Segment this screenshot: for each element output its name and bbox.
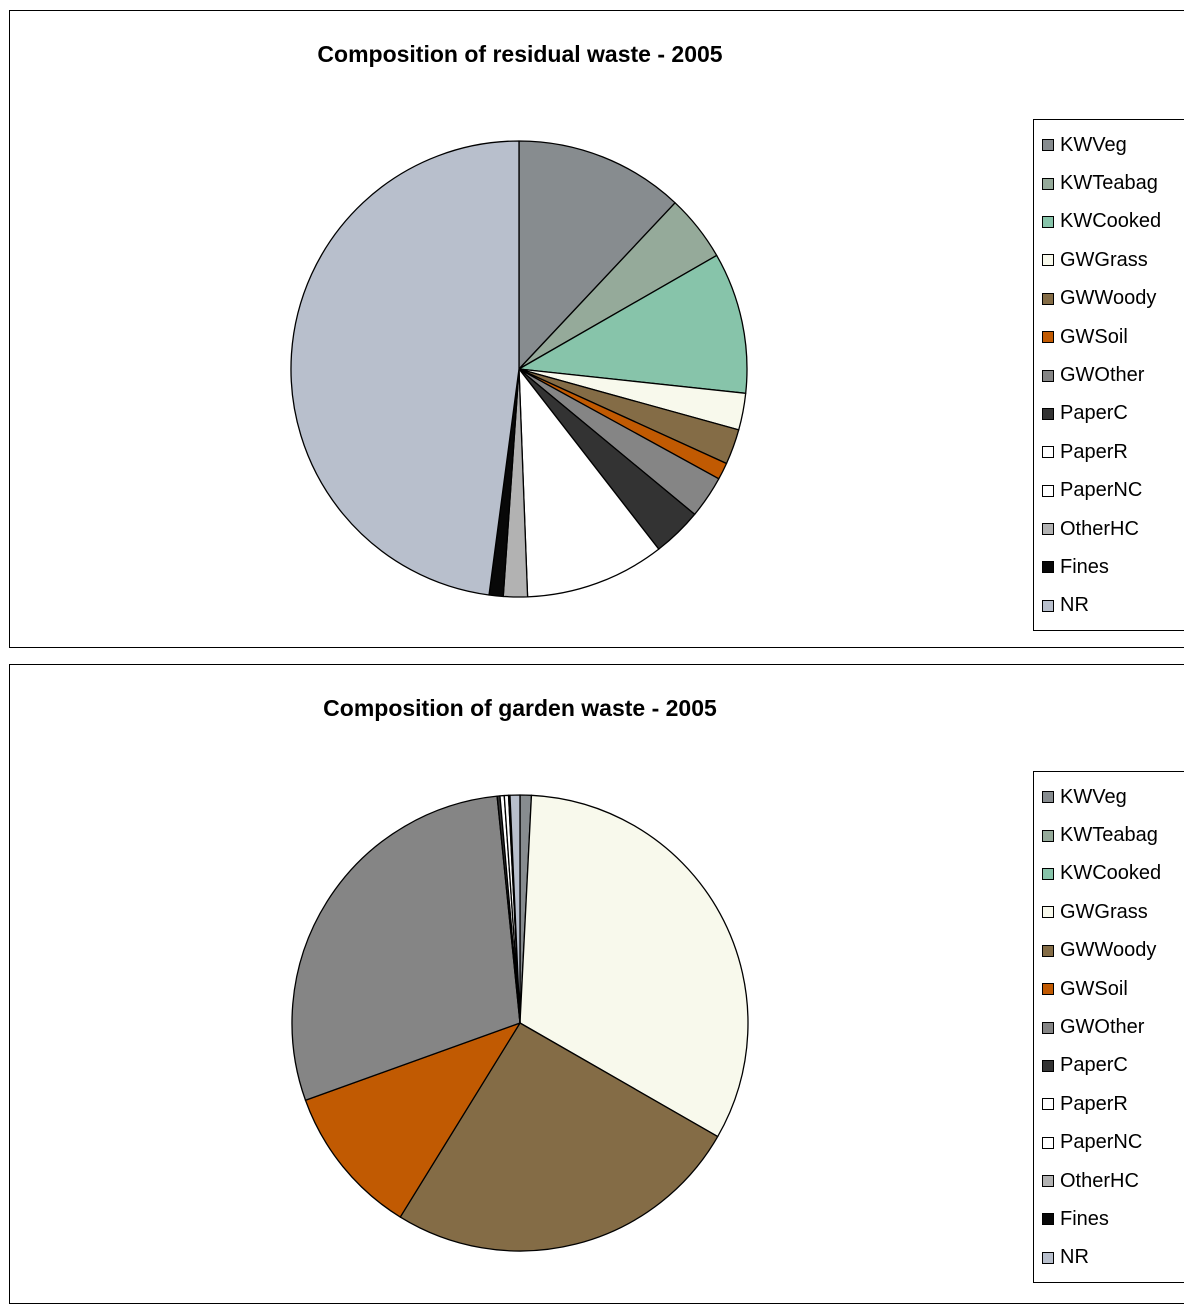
legend-item-fines: Fines [1042,1200,1184,1238]
legend-swatch [1042,1213,1054,1226]
legend-swatch [1042,369,1054,382]
pie-slice-kwcooked [518,254,748,394]
legend-label: NR [1060,594,1089,617]
legend-item-kwcooked: KWCooked [1042,855,1184,893]
legend-item-kwcooked: KWCooked [1042,203,1184,241]
legend-swatch [1042,215,1054,228]
pie-slice-gwwoody [399,1022,719,1252]
legend-label: KWVeg [1060,785,1127,808]
legend-item-gwother: GWOther [1042,1008,1184,1046]
legend-swatch [1042,829,1054,842]
legend-swatch [1042,983,1054,996]
legend-label: KWTeabag [1060,172,1158,195]
legend-label: GWOther [1060,1016,1145,1039]
legend-swatch [1042,139,1054,152]
legend-label: GWSoil [1060,977,1128,1000]
legend-item-nr: NR [1042,1239,1184,1277]
legend-item-gwwoody: GWWoody [1042,280,1184,318]
legend-item-gwsoil: GWSoil [1042,970,1184,1008]
legend-item-nr: NR [1042,587,1184,625]
legend-item-gwsoil: GWSoil [1042,318,1184,356]
legend-swatch [1042,1098,1054,1111]
pie-slice-gwsoil [304,1022,521,1218]
legend-swatch [1042,1136,1054,1149]
chart-legend: KWVeg KWTeabag KWCooked GWGrass GWWoody GWSoi… [1033,119,1184,631]
legend-swatch [1042,1021,1054,1034]
legend-swatch [1042,599,1054,612]
chart-legend: KWVeg KWTeabag KWCooked GWGrass GWWoody GWSoi… [1033,771,1184,1283]
legend-swatch [1042,523,1054,536]
pie-slice-gwgrass [519,794,749,1138]
legend-label: GWWoody [1060,939,1157,962]
legend-item-paperr: PaperR [1042,1085,1184,1123]
legend-item-otherhc: OtherHC [1042,510,1184,548]
legend-item-papernc: PaperNC [1042,472,1184,510]
legend-label: PaperC [1060,402,1128,425]
legend-label: KWTeabag [1060,824,1158,847]
legend-item-paperr: PaperR [1042,433,1184,471]
legend-label: GWOther [1060,364,1145,387]
legend-label: GWGrass [1060,248,1148,271]
legend-label: PaperR [1060,1092,1128,1115]
legend-label: Fines [1060,1207,1109,1230]
legend-swatch [1042,254,1054,267]
legend-item-paperc: PaperC [1042,395,1184,433]
pie-chart [291,794,749,1252]
chart-garden-waste: Composition of garden waste - 2005 KWVeg… [9,664,1184,1304]
chart-title: Composition of residual waste - 2005 [317,41,723,67]
legend-swatch [1042,906,1054,919]
legend-label: PaperR [1060,440,1128,463]
legend-label: OtherHC [1060,1169,1139,1192]
legend-item-kwveg: KWVeg [1042,126,1184,164]
pie-slice-gwother [291,795,521,1101]
legend-item-paperc: PaperC [1042,1047,1184,1085]
legend-item-kwteabag: KWTeabag [1042,816,1184,854]
legend-swatch [1042,177,1054,190]
legend-label: NR [1060,1246,1089,1269]
legend-swatch [1042,331,1054,344]
legend-label: GWWoody [1060,287,1157,310]
legend-swatch [1042,292,1054,305]
chart-title: Composition of garden waste - 2005 [323,695,717,721]
legend-label: GWSoil [1060,325,1128,348]
legend-item-gwgrass: GWGrass [1042,241,1184,279]
legend-swatch [1042,1059,1054,1072]
legend-swatch [1042,446,1054,459]
legend-label: KWCooked [1060,862,1162,885]
legend-swatch [1042,1251,1054,1264]
chart-residual-waste: Composition of residual waste - 2005 KWV… [9,10,1184,648]
legend-item-kwteabag: KWTeabag [1042,164,1184,202]
legend-item-kwveg: KWVeg [1042,778,1184,816]
pie-slice-kwveg [518,140,676,370]
legend-label: PaperNC [1060,479,1143,502]
legend-item-gwwoody: GWWoody [1042,932,1184,970]
legend-item-fines: Fines [1042,548,1184,586]
legend-label: GWGrass [1060,900,1148,923]
legend-swatch [1042,944,1054,957]
pie-slice-nr [509,794,521,1024]
legend-swatch [1042,1175,1054,1188]
legend-swatch [1042,791,1054,804]
legend-swatch [1042,484,1054,497]
legend-label: PaperC [1060,1054,1128,1077]
legend-label: KWCooked [1060,210,1162,233]
legend-swatch [1042,407,1054,420]
pie-chart [290,140,748,598]
legend-swatch [1042,867,1054,880]
pie-slice-papernc [518,368,660,598]
legend-label: KWVeg [1060,133,1127,156]
legend-item-gwother: GWOther [1042,356,1184,394]
legend-swatch [1042,561,1054,574]
legend-label: Fines [1060,555,1109,578]
legend-label: OtherHC [1060,517,1139,540]
legend-label: PaperNC [1060,1131,1143,1154]
pie-slice-nr [290,140,520,596]
legend-item-otherhc: OtherHC [1042,1162,1184,1200]
legend-item-papernc: PaperNC [1042,1124,1184,1162]
legend-item-gwgrass: GWGrass [1042,893,1184,931]
